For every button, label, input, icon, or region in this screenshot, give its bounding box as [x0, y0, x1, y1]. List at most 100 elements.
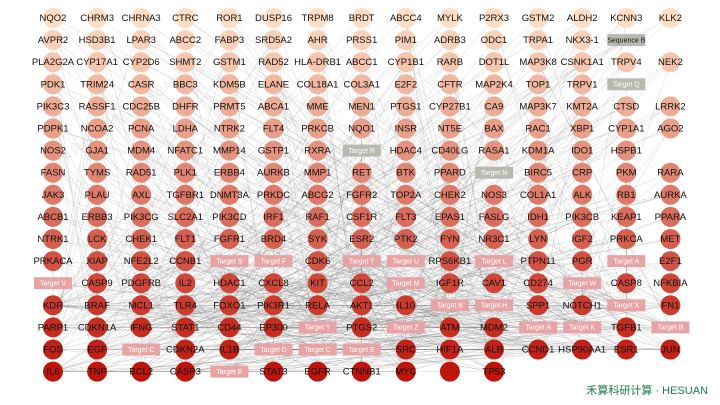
edge	[273, 17, 627, 350]
gene-label: TRPA1	[523, 35, 553, 46]
gene-label: CASP3	[170, 367, 201, 378]
edge	[317, 84, 495, 328]
gene-label: PPARA	[655, 212, 687, 223]
edge	[405, 216, 451, 306]
edge	[140, 17, 362, 328]
edge	[273, 150, 671, 328]
gene-label: KMT2A	[566, 101, 598, 112]
gene-node	[439, 339, 460, 360]
target-label: Sequence B	[607, 37, 645, 44]
gene-node	[616, 52, 637, 73]
edge	[52, 327, 539, 372]
gene-label: ERBB4	[214, 168, 245, 179]
edge	[229, 305, 627, 328]
gene-node	[131, 140, 152, 161]
gene-label: RARB	[437, 57, 463, 68]
edge	[141, 282, 274, 372]
edge	[185, 260, 539, 328]
target-node	[122, 343, 161, 356]
edge	[317, 84, 407, 328]
edge	[273, 282, 495, 328]
gene-node	[175, 361, 196, 382]
gene-node	[528, 140, 549, 161]
gene-node	[528, 30, 549, 51]
gene-label: BTK	[397, 168, 416, 179]
gene-node	[528, 96, 549, 117]
edge	[273, 17, 318, 372]
edge	[141, 194, 495, 306]
edge	[317, 238, 671, 306]
gene-node	[572, 74, 593, 95]
gene-label: BIRC5	[524, 168, 552, 179]
gene-label: ABCG2	[301, 190, 333, 201]
gene-label: NFE2L2	[124, 256, 159, 267]
gene-node	[528, 251, 549, 272]
gene-node	[87, 162, 108, 183]
gene-node	[484, 118, 504, 139]
gene-node	[175, 251, 196, 272]
edge	[141, 84, 539, 350]
edge	[97, 260, 495, 306]
gene-node	[616, 8, 637, 28]
gene-node	[616, 273, 637, 294]
gene-label: INSR	[394, 124, 417, 135]
edge	[141, 150, 451, 328]
edge	[405, 305, 539, 328]
edge	[493, 216, 627, 328]
edge	[185, 106, 318, 372]
gene-label: NFATC1	[167, 146, 203, 157]
gene-label: RARA	[657, 168, 684, 179]
gene-node	[572, 8, 593, 28]
gene-label: NOS2	[40, 146, 66, 157]
gene-node	[219, 162, 240, 183]
gene-label: IL10	[397, 300, 416, 311]
gene-node	[175, 184, 196, 205]
edge	[273, 216, 671, 350]
target-label: Target E	[216, 369, 242, 376]
gene-node	[660, 339, 681, 360]
gene-label: ABCA1	[258, 101, 289, 112]
gene-label: MME	[307, 101, 329, 112]
edge	[185, 260, 230, 306]
edge	[229, 62, 627, 372]
edge	[97, 238, 539, 350]
edge	[52, 216, 186, 328]
edge	[141, 282, 583, 350]
gene-node	[351, 184, 372, 205]
edge	[52, 194, 450, 306]
gene-node	[307, 140, 328, 161]
edge	[97, 327, 671, 372]
edge	[140, 84, 318, 328]
gene-label: CHRNA3	[122, 13, 161, 24]
gene-node	[351, 273, 372, 294]
gene-node	[484, 339, 504, 360]
edge	[52, 128, 186, 350]
edge	[273, 327, 318, 372]
target-node	[607, 255, 646, 268]
edge	[405, 260, 627, 350]
gene-node	[175, 317, 196, 338]
edge	[52, 283, 98, 350]
target-label: Target C	[128, 347, 154, 354]
edge	[96, 106, 495, 328]
edge	[273, 172, 406, 328]
gene-node	[351, 96, 372, 117]
gene-node	[351, 30, 372, 51]
gene-node	[528, 8, 549, 28]
edge	[361, 283, 407, 372]
gene-label: NQO2	[40, 13, 67, 24]
edge	[537, 128, 671, 350]
target-node	[519, 321, 558, 334]
edge	[405, 172, 583, 372]
edge	[229, 39, 627, 306]
gene-label: DOT1L	[479, 57, 510, 68]
gene-node	[660, 52, 681, 73]
gene-node	[660, 184, 681, 205]
gene-label: IFNG	[130, 322, 153, 333]
gene-node	[395, 74, 416, 95]
gene-node	[351, 118, 372, 139]
gene-node	[219, 140, 240, 161]
target-node	[386, 277, 425, 290]
edge	[273, 106, 583, 306]
gene-label: KCNN3	[610, 13, 642, 24]
